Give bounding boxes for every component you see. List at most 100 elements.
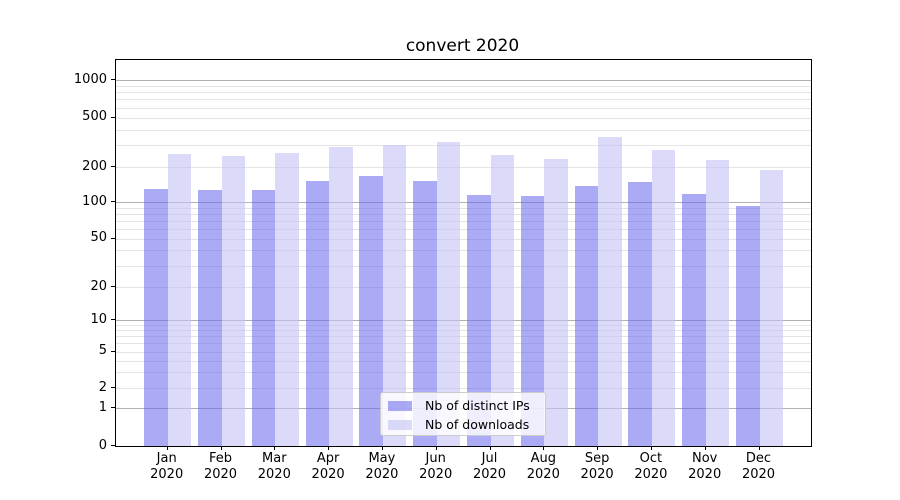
y-axis-tick-mark (111, 286, 115, 287)
y-axis-tick-label: 200 (82, 158, 107, 174)
gridline-minor (116, 213, 811, 215)
legend-swatch (388, 420, 412, 430)
y-axis-tick-label: 100 (82, 193, 107, 209)
gridline-minor (116, 250, 811, 252)
x-axis-tick-mark (166, 446, 168, 450)
x-axis-tick-label: Feb 2020 (203, 451, 238, 482)
bar-downloads (598, 136, 622, 446)
gridline-minor (116, 265, 811, 267)
bar-distinct-ips (144, 188, 168, 446)
y-axis-tick-mark (111, 445, 115, 446)
bar-downloads (167, 153, 192, 446)
gridline-minor (116, 343, 811, 345)
legend-label: Nb of downloads (425, 417, 530, 432)
bar-downloads (382, 145, 407, 446)
legend: Nb of distinct IPs Nb of downloads (380, 392, 546, 436)
gridline-minor (116, 85, 811, 87)
x-axis-tick-label: Mar 2020 (257, 451, 291, 482)
x-axis-tick-label: Jan 2020 (150, 451, 184, 482)
y-axis-tick-label: 20 (90, 278, 107, 294)
bar-distinct-ips (305, 180, 330, 446)
gridline-major (116, 80, 811, 81)
gridline-minor (116, 92, 811, 94)
bar-downloads (329, 147, 353, 446)
bar-distinct-ips (251, 190, 276, 446)
x-axis-tick-mark (274, 446, 276, 450)
bar-distinct-ips (359, 176, 383, 446)
legend-label: Nb of distinct IPs (425, 398, 530, 413)
gridline-minor (116, 351, 811, 353)
x-axis-tick-mark (435, 446, 437, 450)
bar-distinct-ips (413, 180, 437, 446)
legend-item: Nb of distinct IPs (381, 397, 545, 416)
gridline-major (116, 202, 811, 203)
bar-downloads (651, 150, 676, 446)
bar-downloads (705, 160, 730, 446)
gridline-minor (116, 388, 811, 390)
legend-item: Nb of downloads (381, 416, 545, 435)
bar-downloads (490, 154, 514, 446)
gridline-minor (116, 145, 811, 147)
bar-distinct-ips (198, 189, 222, 446)
y-axis-tick-mark (111, 166, 115, 167)
y-axis-tick-mark (111, 350, 115, 352)
bar-distinct-ips (574, 186, 599, 446)
x-axis-tick-mark (758, 446, 760, 450)
y-axis-tick-mark (111, 387, 115, 389)
x-axis-tick-label: Jul 2020 (472, 451, 507, 482)
y-axis-tick-mark (111, 319, 115, 320)
x-axis-tick-label: Aug 2020 (526, 451, 560, 482)
y-axis-tick-mark (111, 201, 115, 202)
gridline-minor (116, 330, 811, 332)
y-axis-tick-label: 10 (90, 311, 107, 327)
gridline-minor (116, 324, 811, 326)
x-axis-tick-mark (543, 446, 545, 450)
x-axis-tick-mark (650, 446, 652, 450)
gridline-minor (116, 287, 811, 288)
legend-swatch (388, 401, 412, 411)
bar-distinct-ips (520, 195, 545, 446)
x-axis-tick-mark (704, 446, 706, 450)
y-axis-tick-label: 5 (98, 343, 107, 359)
bar-distinct-ips (736, 206, 760, 446)
gridline-major (116, 320, 811, 321)
y-axis-tick-label: 0 (98, 437, 107, 453)
x-axis-tick-label: Dec 2020 (741, 451, 776, 482)
x-axis-tick-mark (597, 446, 599, 450)
bar-downloads (221, 156, 245, 446)
y-axis-tick-mark (111, 79, 115, 80)
gridline-minor (116, 107, 811, 109)
x-axis-tick-mark (381, 446, 383, 450)
gridline-minor (116, 220, 811, 222)
gridline-minor (116, 129, 811, 131)
x-axis-tick-label: Sep 2020 (580, 451, 614, 482)
bar-downloads (275, 152, 299, 446)
x-axis-tick-label: Apr 2020 (311, 451, 345, 482)
gridline-minor (116, 167, 811, 168)
y-axis-tick-mark (111, 237, 115, 239)
y-axis-tick-label: 1000 (73, 71, 107, 87)
y-axis-tick-label: 500 (82, 109, 107, 125)
bar-downloads (759, 169, 783, 446)
gridline-minor (116, 360, 811, 362)
bar-downloads (436, 141, 461, 446)
chart-title: convert 2020 (405, 36, 520, 56)
y-axis-tick-label: 2 (98, 379, 107, 395)
x-axis-tick-label: Nov 2020 (688, 451, 722, 482)
y-axis-tick-label: 50 (90, 230, 107, 246)
x-axis-tick-label: Jun 2020 (419, 451, 453, 482)
x-axis-tick-label: Oct 2020 (634, 451, 668, 482)
gridline-minor (116, 372, 811, 374)
x-axis-tick-mark (328, 446, 330, 450)
x-axis-tick-mark (489, 446, 491, 450)
plot-area (115, 59, 812, 447)
y-axis-tick-mark (111, 407, 115, 409)
gridline-minor (116, 117, 811, 119)
bar-distinct-ips (682, 193, 706, 446)
gridline-minor (116, 207, 811, 209)
gridline-minor (116, 229, 811, 231)
bar-downloads (544, 159, 568, 446)
gridline-minor (116, 99, 811, 101)
gridline-minor (116, 336, 811, 338)
